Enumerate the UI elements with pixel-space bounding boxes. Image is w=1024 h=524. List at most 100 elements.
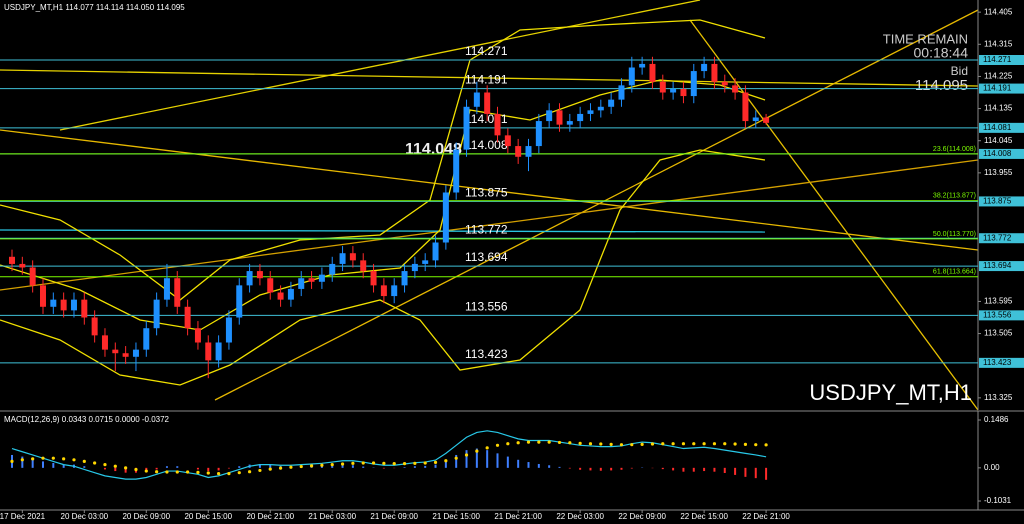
level-box-label: 113.556 (983, 310, 1012, 319)
time-remain: 00:18:44 (914, 45, 969, 61)
candle-body (670, 88, 677, 93)
signal-dot (640, 442, 644, 446)
trendline (214, 9, 979, 401)
candle-body (39, 285, 46, 307)
candle-body (701, 63, 708, 72)
candle-body (628, 67, 635, 86)
level-box (979, 122, 1024, 133)
candle-body (680, 88, 687, 97)
candle-body (391, 285, 398, 297)
x-tick-label: 21 Dec 03:00 (308, 512, 356, 521)
signal-dot (733, 442, 737, 446)
level-label: 113.772 (465, 222, 508, 236)
level-label: 113.423 (465, 347, 508, 361)
signal-dot (537, 440, 541, 444)
level-box (979, 310, 1024, 321)
candle-body (659, 81, 666, 93)
candle-body (287, 288, 294, 300)
candle-body (318, 274, 325, 282)
candle-body (577, 113, 584, 122)
signal-dot (175, 470, 179, 474)
bid: 114.095 (915, 77, 968, 94)
level-box-label: 113.875 (983, 197, 1012, 206)
signal-dot (351, 461, 355, 465)
candle-body (649, 63, 656, 82)
signal-dot (165, 470, 169, 474)
candle-body (380, 285, 387, 297)
signal-dot (103, 463, 107, 467)
signal-dot (382, 461, 386, 465)
y-tick-label: 114.405 (984, 7, 1013, 16)
candle-body (349, 253, 356, 261)
fib-label: 23.6(114.008) (933, 146, 976, 153)
candle-body (143, 328, 150, 350)
signal-dot (93, 461, 97, 465)
trendline (0, 159, 979, 291)
signal-dot (475, 449, 479, 453)
candle-body (360, 260, 367, 272)
candle-body (267, 278, 274, 293)
signal-dot (661, 442, 665, 446)
y-tick-label: 114.045 (984, 136, 1013, 145)
signal-dot (692, 442, 696, 446)
level-box-label: 114.081 (983, 123, 1012, 132)
signal-dot (671, 442, 675, 446)
candle-body (246, 271, 253, 286)
signal-dot (247, 470, 252, 474)
candle-body (101, 335, 108, 350)
candle-body (721, 81, 728, 86)
x-tick-label: 20 Dec 21:00 (246, 512, 294, 521)
level-box (979, 83, 1024, 94)
signal-dot (619, 443, 624, 447)
candle-body (432, 242, 439, 261)
candle-body (639, 63, 646, 68)
candle-body (742, 92, 749, 122)
candle-body (401, 271, 408, 286)
signal-dot (227, 472, 231, 476)
moving-average (0, 229, 766, 233)
signal-dot (413, 461, 417, 465)
level-box-label: 114.271 (983, 55, 1012, 64)
candle-body (132, 349, 139, 357)
signal-dot (578, 441, 582, 445)
candle-body (174, 278, 181, 307)
candle-body (277, 292, 284, 300)
level-box (979, 357, 1024, 368)
candle-body (556, 110, 563, 125)
signal-dot (340, 462, 345, 466)
signal-dot (196, 470, 200, 474)
bollinger-mid (0, 79, 766, 331)
candle-body (153, 299, 160, 329)
candle-body (442, 192, 449, 243)
indicator-lines (0, 0, 979, 411)
signal-dot (423, 461, 427, 465)
signal-dot (609, 442, 613, 446)
candle-body (298, 278, 305, 289)
candle-body (690, 71, 697, 97)
signal-dot (258, 468, 262, 473)
signal-dot (650, 442, 655, 446)
candle-body (473, 92, 480, 107)
candle-body (494, 113, 501, 136)
signal-dot (62, 457, 66, 461)
candle-body (81, 299, 88, 318)
signal-dot (526, 440, 531, 444)
level-box (979, 233, 1024, 244)
signal-dot (361, 461, 365, 465)
candle-body (205, 342, 212, 361)
watermark: USDJPY_MT,H1 (809, 380, 972, 405)
signal-dot (630, 443, 634, 447)
signal-dot (309, 464, 314, 468)
x-tick-label: 22 Dec 03:00 (556, 512, 604, 521)
signal-dot (444, 459, 448, 463)
candle-body (122, 353, 129, 357)
fib-label: 61.8(113.664) (933, 269, 976, 276)
candle-body (411, 263, 418, 272)
candle-body (504, 135, 511, 147)
signal-dot (51, 456, 55, 460)
level-box (979, 261, 1024, 272)
candle-body (339, 253, 346, 264)
signal-dot (754, 443, 758, 447)
signal-dot (485, 446, 489, 450)
